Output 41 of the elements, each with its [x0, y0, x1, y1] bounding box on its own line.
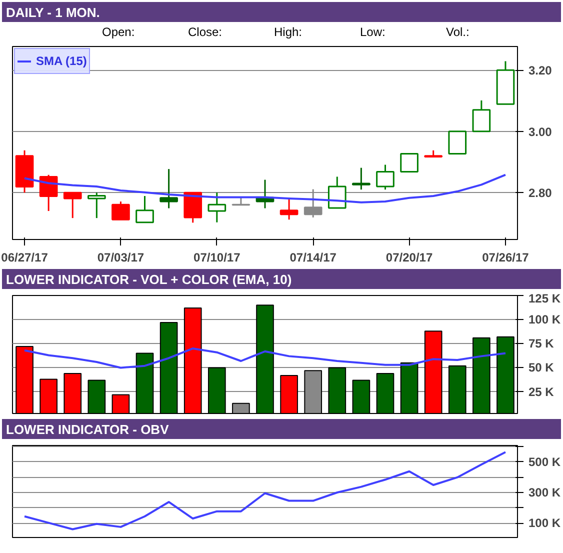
y-tick-label: 75 K [528, 336, 554, 351]
x-tick-label: 07/26/17 [482, 250, 530, 264]
candlestick [400, 152, 418, 173]
y-tick-label: 2.80 [528, 186, 552, 200]
candlestick [352, 167, 370, 190]
line-series [24, 347, 506, 369]
text: Vol.: [446, 24, 470, 41]
legend-label: SMA (15) [36, 54, 87, 68]
y-tick-label: 100 K [528, 516, 561, 530]
y-tick-label: 3.20 [528, 64, 552, 78]
candlestick [376, 164, 394, 190]
x-tick-label: 07/10/17 [194, 250, 241, 264]
y-tick-label: 300 K [528, 485, 561, 500]
x-tick-label: 07/20/17 [386, 250, 433, 264]
line-series [24, 451, 506, 530]
chart-title: DAILY - 1 MON. [6, 4, 100, 22]
candlestick [328, 176, 346, 209]
chart-title: LOWER INDICATOR - VOL + COLOR (EMA, 10) [6, 271, 292, 289]
y-tick-label: 500 K [528, 454, 561, 469]
y-tick-label: 3.00 [528, 124, 552, 139]
candlestick [136, 195, 154, 224]
text: High: [274, 24, 304, 41]
candlestick [160, 168, 178, 209]
candlestick [112, 200, 130, 220]
y-tick-label: 25 K [528, 384, 554, 399]
candlestick [63, 192, 82, 219]
candlestick [208, 192, 226, 224]
text: Open: [102, 24, 136, 41]
candlestick [472, 100, 491, 132]
candlestick [280, 198, 298, 220]
x-tick-label: 06/27/17 [1, 250, 48, 264]
x-tick-label: 07/14/17 [290, 250, 337, 264]
y-tick-label: 100 K [528, 312, 561, 327]
y-tick-label: 125 K [528, 292, 561, 306]
text: Low: [360, 24, 386, 41]
text: Close: [188, 24, 224, 41]
candlestick [88, 192, 106, 219]
chart-title: LOWER INDICATOR - OBV [6, 421, 169, 439]
candlestick [448, 130, 467, 154]
y-tick-label: 50 K [528, 360, 554, 375]
x-tick-label: 07/03/17 [97, 250, 144, 264]
